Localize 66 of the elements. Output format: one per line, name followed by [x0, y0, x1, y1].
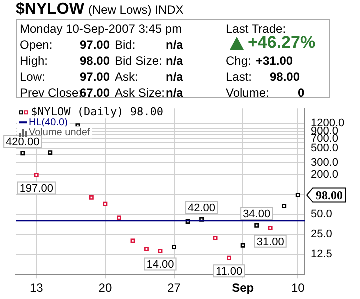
data-label: 98.00 [316, 188, 343, 202]
point [172, 245, 176, 250]
text: 97.00 [80, 38, 110, 52]
text: Ask Size: [115, 86, 166, 100]
text: Ask: [115, 70, 138, 84]
point [213, 236, 218, 240]
x-tick-label: 27 [168, 281, 182, 296]
point [20, 151, 26, 156]
text: n/a [166, 86, 184, 100]
text: (New Lows) INDX [88, 3, 184, 17]
text: Bid: [115, 38, 136, 52]
data-label: 14.00 [146, 259, 174, 272]
text: 98.00 [80, 54, 110, 68]
y-tick-label: 300.0 [311, 157, 339, 170]
point [117, 216, 122, 220]
text: Open: [20, 38, 53, 52]
data-label: 420.00 [6, 136, 40, 148]
data-label: 11.00 [216, 266, 243, 278]
legend-label: $NYLOW (Daily) 98.00 [31, 105, 164, 118]
text: Bid Size: [115, 54, 162, 68]
point [144, 247, 149, 252]
y-tick-label: 500.0 [311, 142, 339, 154]
text: 67.00 [80, 86, 110, 100]
text: +46.27% [248, 33, 316, 52]
text: $NYLOW [16, 1, 84, 19]
text: 98.00 [270, 70, 300, 84]
text: 97.00 [80, 70, 110, 84]
x-tick-label: Sep [232, 281, 254, 296]
point [103, 202, 108, 206]
point [282, 204, 287, 208]
data-label: 31.00 [256, 236, 284, 248]
text: n/a [166, 38, 184, 52]
text: 0 [298, 86, 305, 100]
y-tick-label: 200.0 [311, 168, 339, 181]
point [34, 173, 39, 178]
annotation: Volume undef [29, 127, 90, 138]
x-tick-label: 13 [30, 281, 44, 296]
x-tick-label: 10 [291, 281, 306, 296]
text: Low: [20, 70, 46, 84]
legend-label: HL(40.0) [29, 117, 68, 128]
point [268, 226, 273, 231]
point [240, 243, 246, 248]
text: n/a [166, 70, 184, 84]
text: Chg: [226, 54, 252, 68]
y-tick-label: 50.0 [311, 208, 332, 221]
point [227, 256, 232, 260]
text: Volume: [226, 86, 270, 100]
text: n/a [166, 54, 184, 68]
x-tick-label: 20 [98, 281, 112, 296]
y-tick-label: 25.0 [311, 228, 332, 241]
data-label: 42.00 [188, 202, 216, 215]
text: +31.00 [256, 54, 294, 68]
text: Prev Close: [20, 86, 82, 100]
text: Monday 10-Sep-2007 3:45 pm [20, 22, 182, 36]
text: High: [20, 54, 48, 68]
point [89, 196, 94, 200]
text: Last Trade: [226, 22, 286, 36]
point [296, 193, 300, 198]
point [158, 248, 163, 254]
point [254, 223, 260, 228]
y-tick-label: 12.5 [311, 248, 332, 260]
data-label: 197.00 [20, 183, 54, 196]
point [48, 150, 53, 155]
point [130, 238, 136, 244]
data-label: 34.00 [243, 208, 271, 221]
text: Last: [226, 70, 252, 84]
